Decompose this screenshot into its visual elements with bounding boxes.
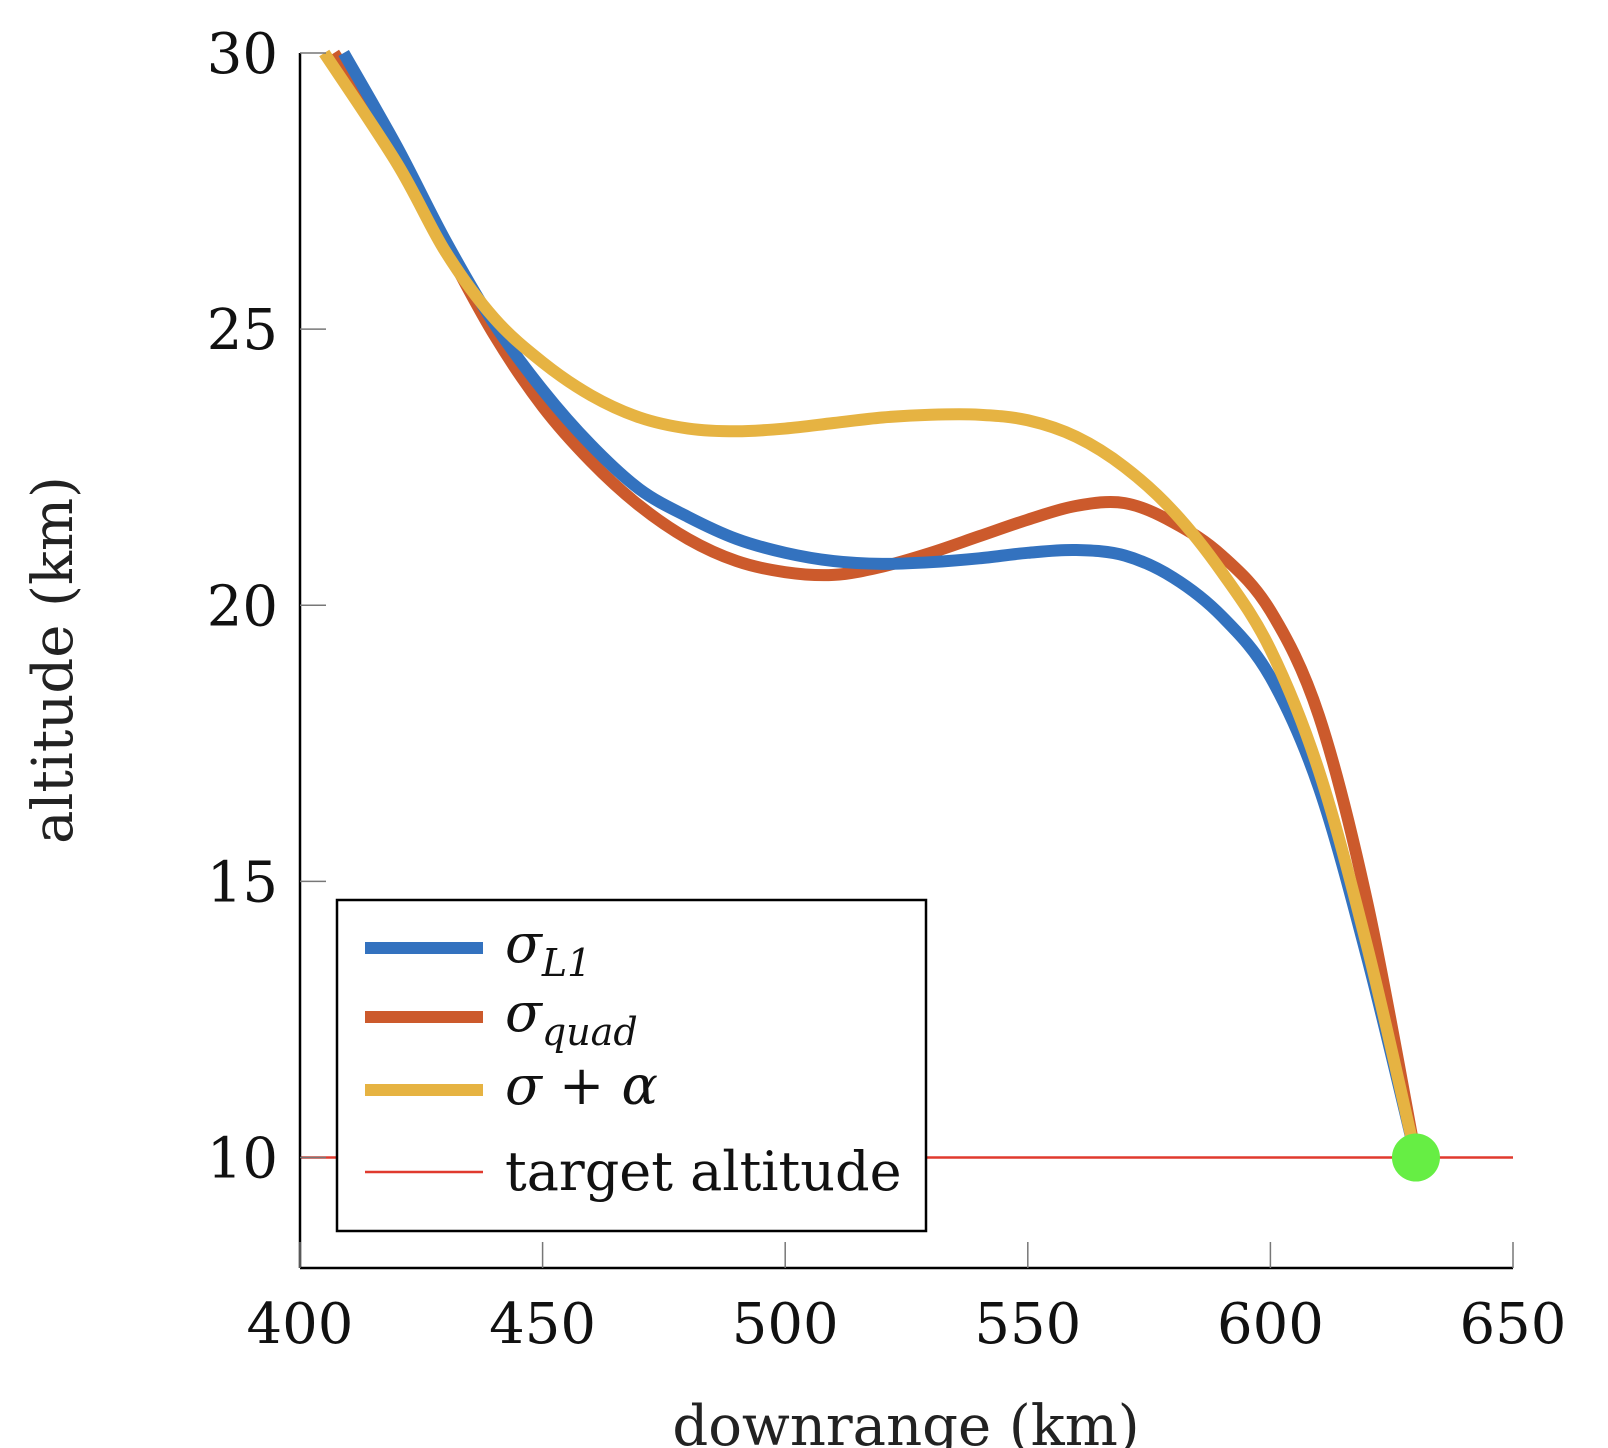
series-layer [300, 49, 1513, 1159]
x-axis-label: downrange (km) [672, 1394, 1139, 1448]
x-tick-label: 500 [732, 1292, 839, 1357]
legend-label-target-altitude: target altitude [505, 1140, 902, 1203]
y-axis-label: altitude (km) [21, 476, 86, 844]
y-tick-label: 15 [207, 850, 278, 915]
y-tick-label: 10 [207, 1127, 278, 1192]
end-point-marker [1391, 1133, 1440, 1182]
series-line-sigma-l1 [338, 50, 1422, 1159]
legend-box [335, 898, 928, 1233]
legend-label-sigma-l1: σL1 [505, 912, 591, 985]
x-tick-label: 600 [1217, 1292, 1324, 1357]
y-tick-label: 20 [207, 574, 278, 639]
legend-label-sigma-quad: σquad [505, 981, 638, 1054]
y-tick-label: 25 [207, 298, 278, 363]
x-tick-label: 400 [247, 1292, 354, 1357]
marker-layer [1391, 1133, 1440, 1182]
legend: σL1 σquad σ + α target altitude [335, 898, 928, 1233]
y-tick-label: 30 [207, 22, 278, 87]
series-line-sigma-alpha [319, 49, 1422, 1159]
ticks-layer: 400 450 500 550 600 650 10 15 20 25 30 [207, 22, 1567, 1357]
x-tick-label: 650 [1460, 1292, 1567, 1357]
legend-label-sigma-alpha: σ + α [505, 1054, 658, 1117]
x-tick-label: 550 [974, 1292, 1081, 1357]
x-tick-label: 450 [489, 1292, 596, 1357]
